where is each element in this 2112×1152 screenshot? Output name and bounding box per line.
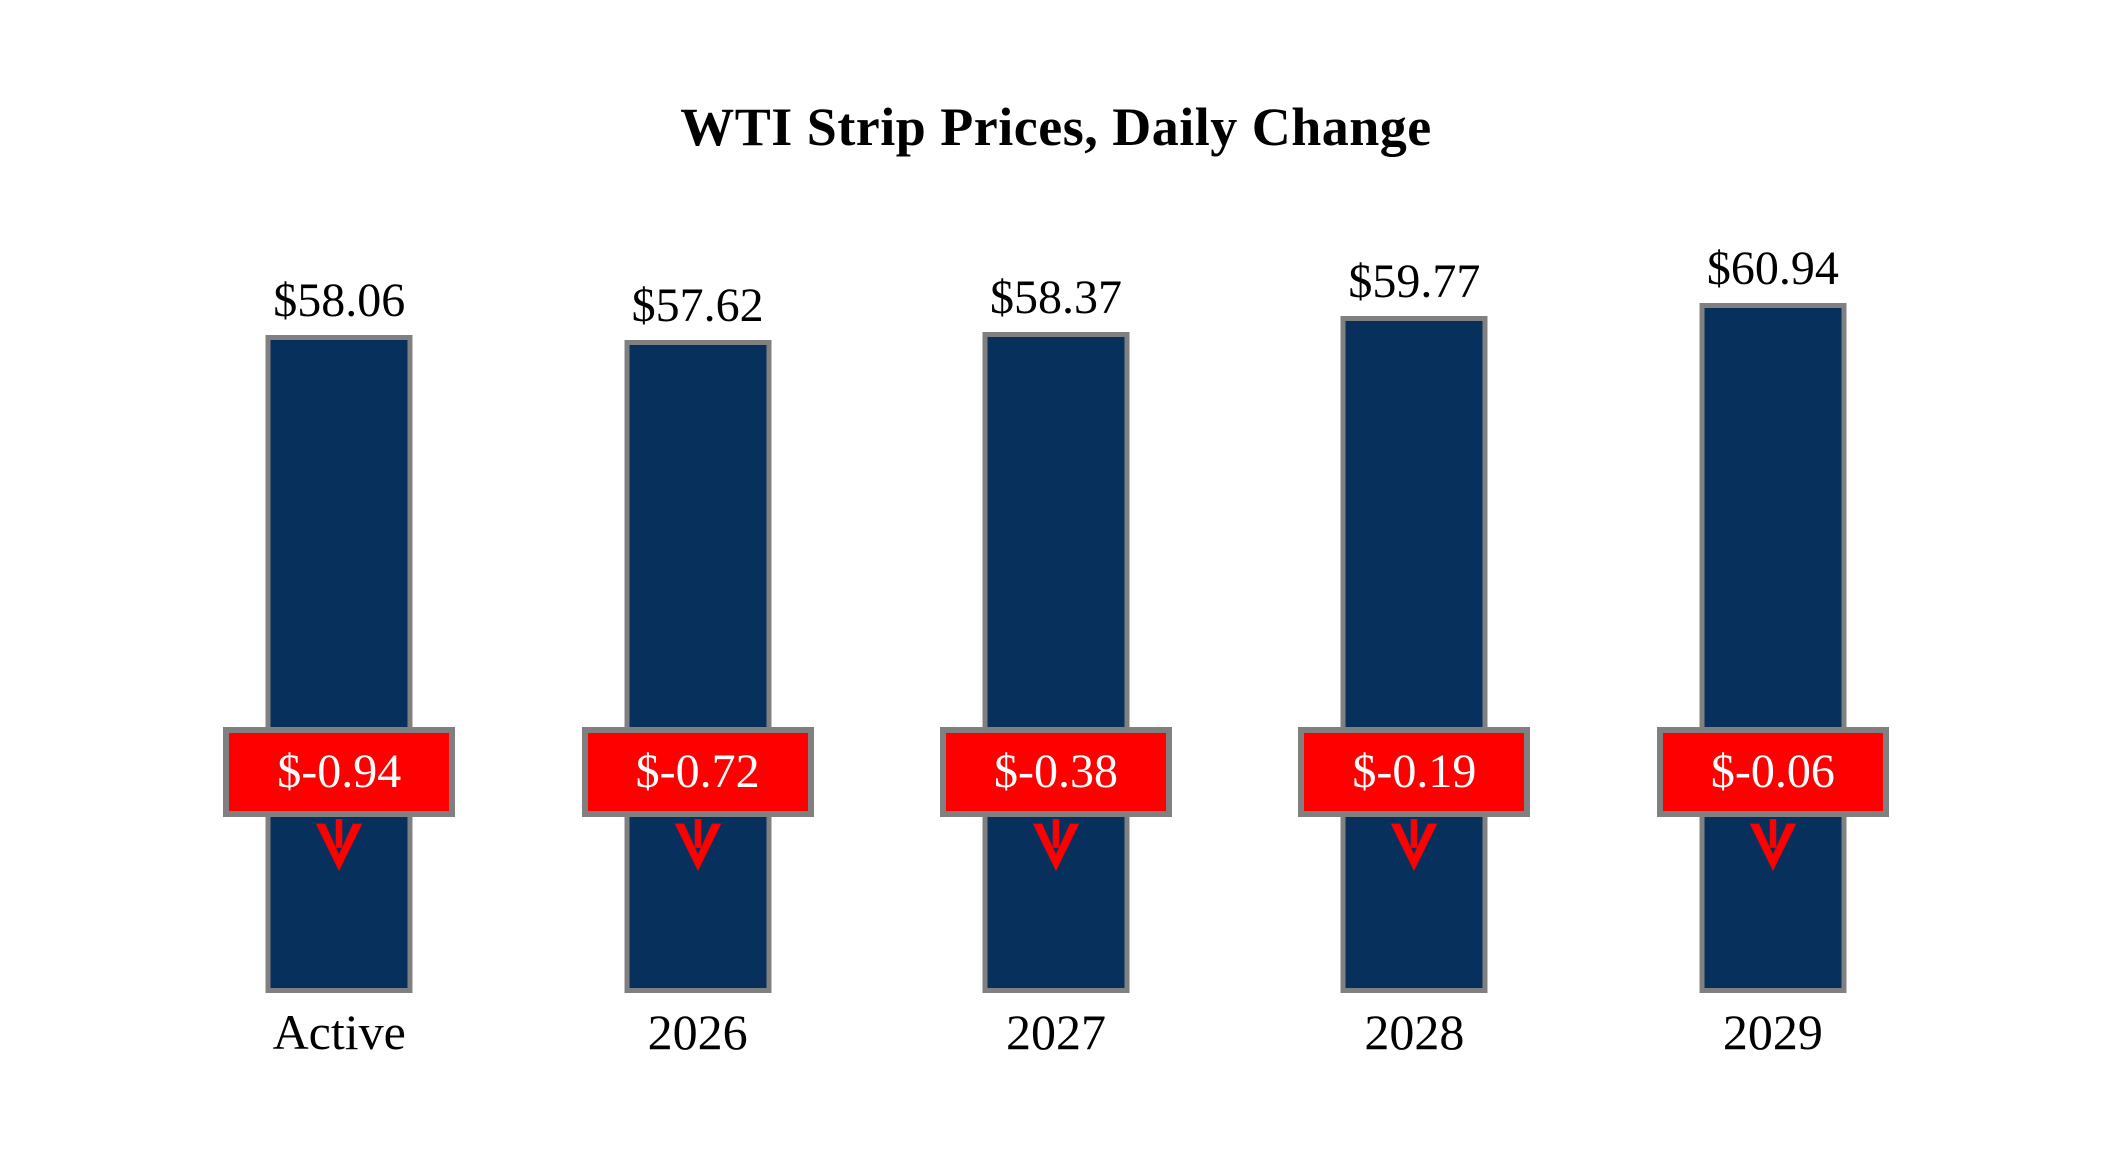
bar-column: $57.62 $-0.72 2026	[518, 0, 876, 1152]
bar-column: $60.94 $-0.06 2029	[1594, 0, 1952, 1152]
category-label: 2029	[1722, 1004, 1823, 1060]
change-value-label: $-0.06	[1710, 745, 1835, 798]
price-bar	[1340, 316, 1488, 993]
change-badge: $-0.94	[223, 727, 456, 817]
change-badge: $-0.72	[581, 727, 814, 817]
change-badge: $-0.19	[1298, 727, 1531, 817]
change-value-label: $-0.94	[277, 745, 402, 798]
category-label: 2026	[647, 1004, 748, 1060]
price-bar	[624, 340, 772, 993]
bar-value-label: $58.06	[273, 274, 406, 327]
bar-value-label: $60.94	[1706, 242, 1839, 295]
change-value-label: $-0.19	[1352, 745, 1477, 798]
chart-title: WTI Strip Prices, Daily Change	[680, 97, 1432, 157]
bar-column: $58.37 $-0.38 2027	[877, 0, 1235, 1152]
bar-value-label: $57.62	[631, 279, 764, 332]
category-label: Active	[272, 1004, 406, 1060]
bar-column: $58.06 $-0.94 Active	[160, 0, 518, 1152]
bar-value-label: $59.77	[1348, 255, 1481, 308]
change-value-label: $-0.38	[994, 745, 1118, 798]
change-value-label: $-0.72	[635, 745, 760, 798]
bar-column: $59.77 $-0.19 2028	[1235, 0, 1593, 1152]
category-label: 2027	[1006, 1004, 1107, 1060]
plot-area: $58.06 $-0.94 Active $57.62 $-0.72	[160, 0, 1952, 1152]
price-bar	[982, 332, 1130, 993]
down-arrow-icon	[1749, 819, 1797, 871]
down-arrow-icon	[1391, 819, 1438, 871]
change-badge: $-0.38	[940, 727, 1173, 817]
price-bar	[265, 335, 413, 993]
category-label: 2028	[1364, 1004, 1465, 1060]
down-arrow-icon	[315, 819, 363, 871]
down-arrow-icon	[1032, 819, 1080, 871]
down-arrow-icon	[674, 819, 721, 871]
bar-value-label: $58.37	[990, 271, 1123, 324]
change-badge: $-0.06	[1656, 727, 1889, 817]
price-bar	[1699, 303, 1847, 993]
